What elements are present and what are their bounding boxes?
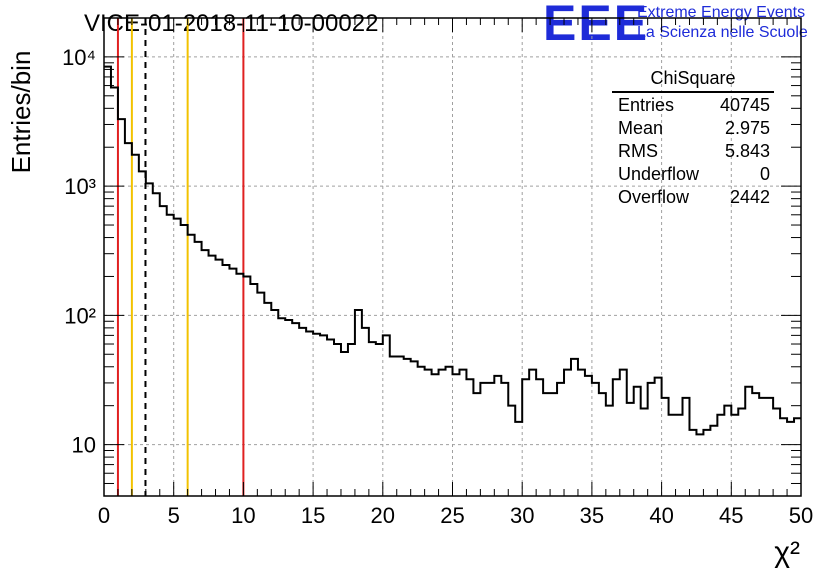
logo-line-2: La Scienza nelle Scuole bbox=[637, 24, 808, 41]
x-tick-label: 35 bbox=[580, 503, 604, 528]
stats-value: 2442 bbox=[729, 187, 770, 207]
stats-row-overflow: Overflow 2442 bbox=[612, 186, 774, 209]
stats-title: ChiSquare bbox=[612, 68, 774, 93]
axis-layer: 0 5 10 15 20 25 30 35 40 45 50 10 10² 10³ 10⁴ Entries/b… bbox=[6, 17, 813, 569]
x-tick-label: 15 bbox=[301, 503, 325, 528]
stats-row-entries: Entries 40745 bbox=[612, 94, 774, 117]
stats-value: 2.975 bbox=[724, 118, 770, 138]
vertical-lines-layer bbox=[116, 18, 245, 496]
stats-row-mean: Mean 2.975 bbox=[612, 117, 774, 140]
x-tick-label: 20 bbox=[371, 503, 395, 528]
chart-title: VICE-01-2018-11-10-00022 bbox=[84, 10, 379, 37]
y-axis-label: Entries/bin bbox=[6, 51, 36, 174]
x-tick-label: 40 bbox=[649, 503, 673, 528]
x-tick-label: 45 bbox=[719, 503, 743, 528]
x-axis-label: χ² bbox=[774, 536, 800, 569]
y-tick-label: 10⁴ bbox=[62, 45, 96, 70]
histogram-layer bbox=[104, 65, 801, 436]
y-tick-label: 10³ bbox=[64, 174, 96, 199]
stats-label: Overflow bbox=[618, 187, 690, 207]
x-tick-label: 50 bbox=[789, 503, 813, 528]
stats-value: 5.843 bbox=[724, 141, 770, 161]
x-tick-label: 25 bbox=[440, 503, 464, 528]
stats-box: ChiSquare Entries 40745 Mean 2.975 RMS 5… bbox=[612, 68, 774, 209]
stats-label: Underflow bbox=[618, 164, 700, 184]
histogram-series bbox=[104, 65, 801, 436]
x-tick-label: 30 bbox=[510, 503, 534, 528]
logo-line-1: Extreme Energy Events bbox=[637, 4, 806, 21]
stats-label: Entries bbox=[618, 95, 675, 115]
x-tick-label: 0 bbox=[98, 503, 110, 528]
stats-label: Mean bbox=[618, 118, 664, 138]
x-tick-label: 10 bbox=[231, 503, 255, 528]
x-tick-label: 5 bbox=[168, 503, 180, 528]
stats-row-underflow: Underflow 0 bbox=[612, 163, 774, 186]
stats-value: 0 bbox=[759, 164, 770, 184]
y-tick-label: 10 bbox=[72, 433, 96, 458]
eee-logo: EEE bbox=[543, 0, 650, 51]
stats-row-rms: RMS 5.843 bbox=[612, 140, 774, 163]
stats-label: RMS bbox=[618, 141, 658, 161]
stats-value: 40745 bbox=[719, 95, 770, 115]
y-tick-label: 10² bbox=[64, 303, 96, 328]
